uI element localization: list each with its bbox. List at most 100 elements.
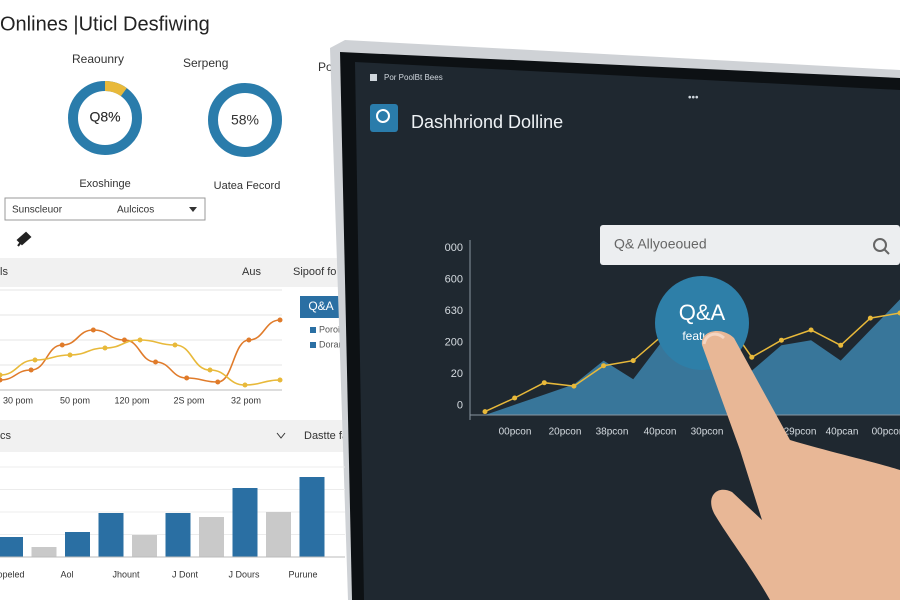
line-point — [778, 337, 784, 343]
line-point — [0, 372, 3, 378]
line-point — [172, 342, 178, 348]
x-tick-label: 30 pom — [3, 395, 33, 405]
x-tick-label: 38pcon — [596, 427, 629, 438]
bar — [266, 512, 291, 557]
line-point — [571, 383, 577, 389]
line-point — [897, 310, 900, 316]
bar — [132, 535, 157, 557]
tablet-title: Dashhriond Dolline — [411, 112, 563, 132]
line-point — [601, 363, 607, 369]
dropdown-text: Aulcicos — [117, 205, 154, 216]
bar — [199, 517, 224, 557]
donut-label: 58% — [231, 112, 259, 128]
legend-swatch — [310, 327, 316, 333]
x-tick-label: 32 pom — [231, 395, 261, 405]
card-heading: Serpeng — [183, 56, 228, 70]
card-heading: Po — [318, 60, 333, 74]
y-tick-label: 630 — [445, 305, 463, 317]
line-point — [246, 337, 252, 343]
bar — [31, 547, 57, 557]
more-dots[interactable]: ••• — [688, 93, 699, 104]
qa-button[interactable] — [300, 296, 342, 318]
hand — [701, 330, 900, 600]
x-tick-label: Aol — [60, 569, 73, 579]
section-header — [0, 258, 345, 287]
page-title: Onlines |Uticl Desfiwing — [0, 13, 210, 35]
card-caption: Exoshinge — [79, 178, 130, 190]
line-point — [184, 375, 190, 381]
line-point — [32, 357, 38, 363]
dropdown-arrow — [189, 207, 197, 212]
x-tick-label: J Dours — [228, 569, 260, 579]
line-point — [277, 377, 283, 383]
y-tick-label: 600 — [445, 273, 463, 285]
qa-button-label: Q&A — [308, 299, 333, 313]
x-tick-label: J Dont — [172, 569, 199, 579]
bar — [0, 537, 23, 557]
line-series — [0, 319, 281, 383]
bar — [98, 513, 124, 557]
line-point — [838, 342, 844, 348]
donut-label: Q8% — [89, 109, 120, 125]
bar — [65, 532, 90, 557]
y-tick-label: 200 — [445, 336, 463, 348]
line-point — [482, 409, 488, 415]
donut-segment — [68, 81, 142, 155]
donut — [208, 83, 282, 157]
line-point — [153, 359, 159, 365]
tool-icon[interactable] — [16, 231, 32, 247]
menu-text: Por PoolBt Bees — [384, 73, 443, 82]
section-text: Aus — [242, 266, 261, 278]
legend-swatch — [310, 342, 316, 348]
line-point — [541, 380, 547, 386]
search-icon[interactable] — [873, 238, 887, 252]
x-tick-label: 20pcon — [549, 427, 582, 438]
search-box[interactable] — [600, 225, 900, 265]
bar — [232, 488, 258, 557]
search-icon — [883, 248, 890, 255]
line-point — [242, 382, 248, 388]
card-heading: Reaounry — [72, 52, 124, 66]
dropdown[interactable] — [4, 197, 206, 221]
x-tick-label: 120 pom — [114, 395, 149, 405]
card-caption: Uatea Fecord — [214, 180, 281, 192]
section-text: cs — [0, 430, 12, 442]
fingernail — [702, 332, 725, 345]
line-point — [0, 377, 3, 383]
x-tick-label: Purune — [288, 569, 317, 579]
line-point — [215, 379, 221, 385]
x-tick-label: Popeled — [0, 569, 25, 579]
line-point — [630, 358, 636, 364]
line-point — [67, 352, 73, 358]
app-icon[interactable] — [370, 104, 398, 132]
line-point — [121, 337, 127, 343]
section-text: ls — [0, 266, 8, 278]
y-tick-label: 0 — [457, 399, 463, 411]
x-tick-label: 00pcon — [499, 427, 532, 438]
line-point — [867, 315, 873, 321]
line-point — [59, 342, 65, 348]
app-icon-glyph — [376, 109, 390, 123]
line-point — [277, 317, 283, 323]
x-tick-label: 40pcan — [826, 427, 859, 438]
x-tick-label: 00pcon — [872, 427, 900, 438]
legend-text: Poroit A — [319, 324, 351, 334]
x-tick-label: 50 pom — [60, 395, 90, 405]
dropdown-text: Sunscleuor — [12, 205, 63, 216]
y-tick-label: 000 — [445, 242, 463, 254]
bar — [165, 513, 191, 557]
x-tick-label: Jhount — [112, 569, 140, 579]
line-point — [749, 354, 755, 360]
menu-icon[interactable] — [370, 74, 377, 81]
x-tick-label: 29pcon — [784, 427, 817, 438]
line-point — [808, 327, 814, 333]
line-point — [512, 395, 518, 401]
section-text: Dastte fac — [304, 430, 354, 442]
line-point — [137, 337, 143, 343]
legend-text: Doram — [319, 339, 346, 349]
line-point — [90, 327, 96, 333]
search-placeholder: Q& Allyoeoued — [614, 236, 707, 252]
y-tick-label: 20 — [451, 368, 463, 380]
line-point — [102, 345, 108, 351]
